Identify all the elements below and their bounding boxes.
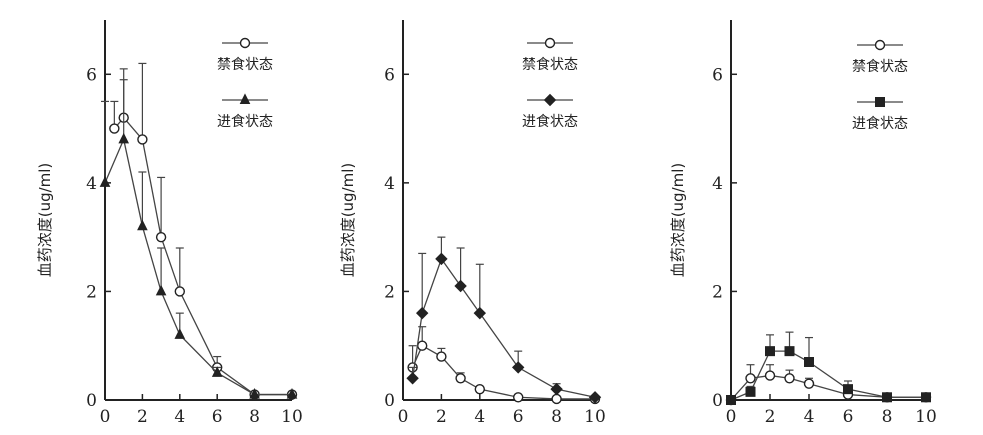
chart1-series2-point [99, 176, 111, 187]
chart3-y-tick-label: 4 [712, 174, 723, 194]
chart3-series2-point [765, 346, 775, 357]
chart2-series2-point [473, 306, 487, 320]
chart2-series1-point [513, 392, 524, 403]
chart3-series2-point [745, 386, 756, 397]
chart1-x-tick-label: 8 [249, 407, 260, 427]
chart1-series1-point [174, 286, 186, 297]
chart3-y-tick-label: 2 [712, 282, 723, 302]
chart2-x-tick-label: 4 [474, 407, 485, 427]
chart1-x-tick-label: 4 [174, 407, 185, 427]
chart3-x-tick-label: 6 [843, 407, 854, 427]
chart3-legend2-label: 进食状态 [852, 115, 908, 132]
chart1-series2-point [211, 366, 223, 377]
chart3-x-tick-label: 2 [765, 407, 776, 427]
chart1-series2-point [249, 387, 260, 399]
chart2-series1-point [436, 351, 447, 362]
chart3-series1-point [745, 373, 756, 384]
chart2-legend1-label: 禁食状态 [522, 56, 578, 73]
chart2-x-tick-label: 8 [551, 407, 562, 427]
chart1-series2-line [104, 137, 292, 396]
chart2-legend2-label: 进食状态 [522, 113, 578, 130]
chart2-series2-line [411, 257, 596, 398]
chart1-series2-point [155, 284, 167, 296]
chart2-series2-point [511, 361, 525, 374]
chart1-legend1-label: 禁食状态 [217, 56, 273, 73]
chart3-y-tick-label: 0 [712, 391, 723, 411]
chart3-legend1-label: 禁食状态 [852, 58, 908, 75]
chart1-series2-point [174, 328, 186, 339]
chart3-series2-line [730, 350, 926, 401]
chart2-y-tick-label: 6 [384, 65, 395, 85]
chart1-series2-point [137, 219, 148, 231]
chart2-series2-point [415, 306, 429, 320]
chart2-legend1-marker [544, 37, 556, 49]
chart3-series1-line [730, 374, 926, 401]
chart2-legend2-marker [543, 93, 557, 107]
chart2-series1-point [455, 373, 466, 384]
chart3-legend1-marker [874, 39, 886, 51]
chart3-series2-point [784, 346, 795, 357]
chart2-y-tick-label: 2 [384, 282, 395, 302]
chart2-series1-point [551, 393, 562, 405]
chart2-x-tick-label: 10 [584, 407, 606, 427]
chart1-y-tick-label: 4 [86, 174, 97, 194]
chart1-series1-point [137, 134, 148, 145]
chart1-series1-point [155, 231, 167, 243]
chart1-y-tick-label: 2 [86, 282, 97, 302]
chart1-legend2-label: 进食状态 [217, 113, 273, 130]
chart1-y-axis-label: 血药浓度(ug/ml) [36, 163, 54, 278]
chart1-x-tick-label: 6 [212, 407, 223, 427]
chart2-series2-point [454, 279, 467, 293]
chart3-x-tick-label: 8 [882, 407, 893, 427]
chart1-series1-line [113, 116, 292, 396]
chart3-legend2-marker [875, 97, 885, 107]
chart3-series2-point [843, 384, 853, 395]
chart2-x-tick-label: 6 [513, 407, 524, 427]
chart1-y-tick-label: 6 [86, 65, 97, 85]
chart1-x-tick-label: 10 [281, 407, 303, 427]
chart2-series2-point [550, 382, 563, 396]
chart2-series2-point [588, 391, 602, 404]
chart1-x-tick-label: 0 [100, 407, 111, 427]
chart2-y-tick-label: 0 [384, 391, 395, 411]
chart3-x-tick-label: 4 [804, 407, 815, 427]
chart1-legend2-marker [239, 93, 251, 104]
chart1-series2-point [286, 387, 298, 399]
chart1-y-tick-label: 0 [86, 391, 97, 411]
chart2-x-tick-label: 0 [398, 407, 409, 427]
chart3-x-tick-label: 0 [726, 407, 737, 427]
chart2-x-tick-label: 2 [436, 407, 447, 427]
chart2-series1-point [417, 340, 428, 351]
chart3-x-tick-label: 10 [915, 407, 937, 427]
chart2-series2-point [406, 372, 419, 385]
chart3-series1-point [803, 378, 815, 389]
chart3-series2-point [804, 357, 814, 367]
chart1-series2-point [118, 132, 130, 144]
chart3-series2-point [726, 395, 736, 405]
chart2-y-tick-label: 4 [384, 174, 395, 194]
chart3-y-tick-label: 6 [712, 65, 723, 85]
chart1-x-tick-label: 2 [137, 407, 148, 427]
chart3-y-axis-label: 血药浓度(ug/ml) [669, 163, 687, 278]
chart3-series1-point [764, 370, 776, 381]
chart2-series2-point [435, 252, 448, 266]
chart3-series2-point [921, 392, 931, 403]
chart1-series1-point [109, 123, 120, 134]
chart1-legend1-marker [239, 37, 251, 49]
chart3-series2-point [882, 392, 892, 403]
chart3-series1-point [784, 373, 795, 384]
chart2-series1-point [474, 383, 485, 395]
chart2-y-axis-label: 血药浓度(ug/ml) [339, 163, 357, 278]
